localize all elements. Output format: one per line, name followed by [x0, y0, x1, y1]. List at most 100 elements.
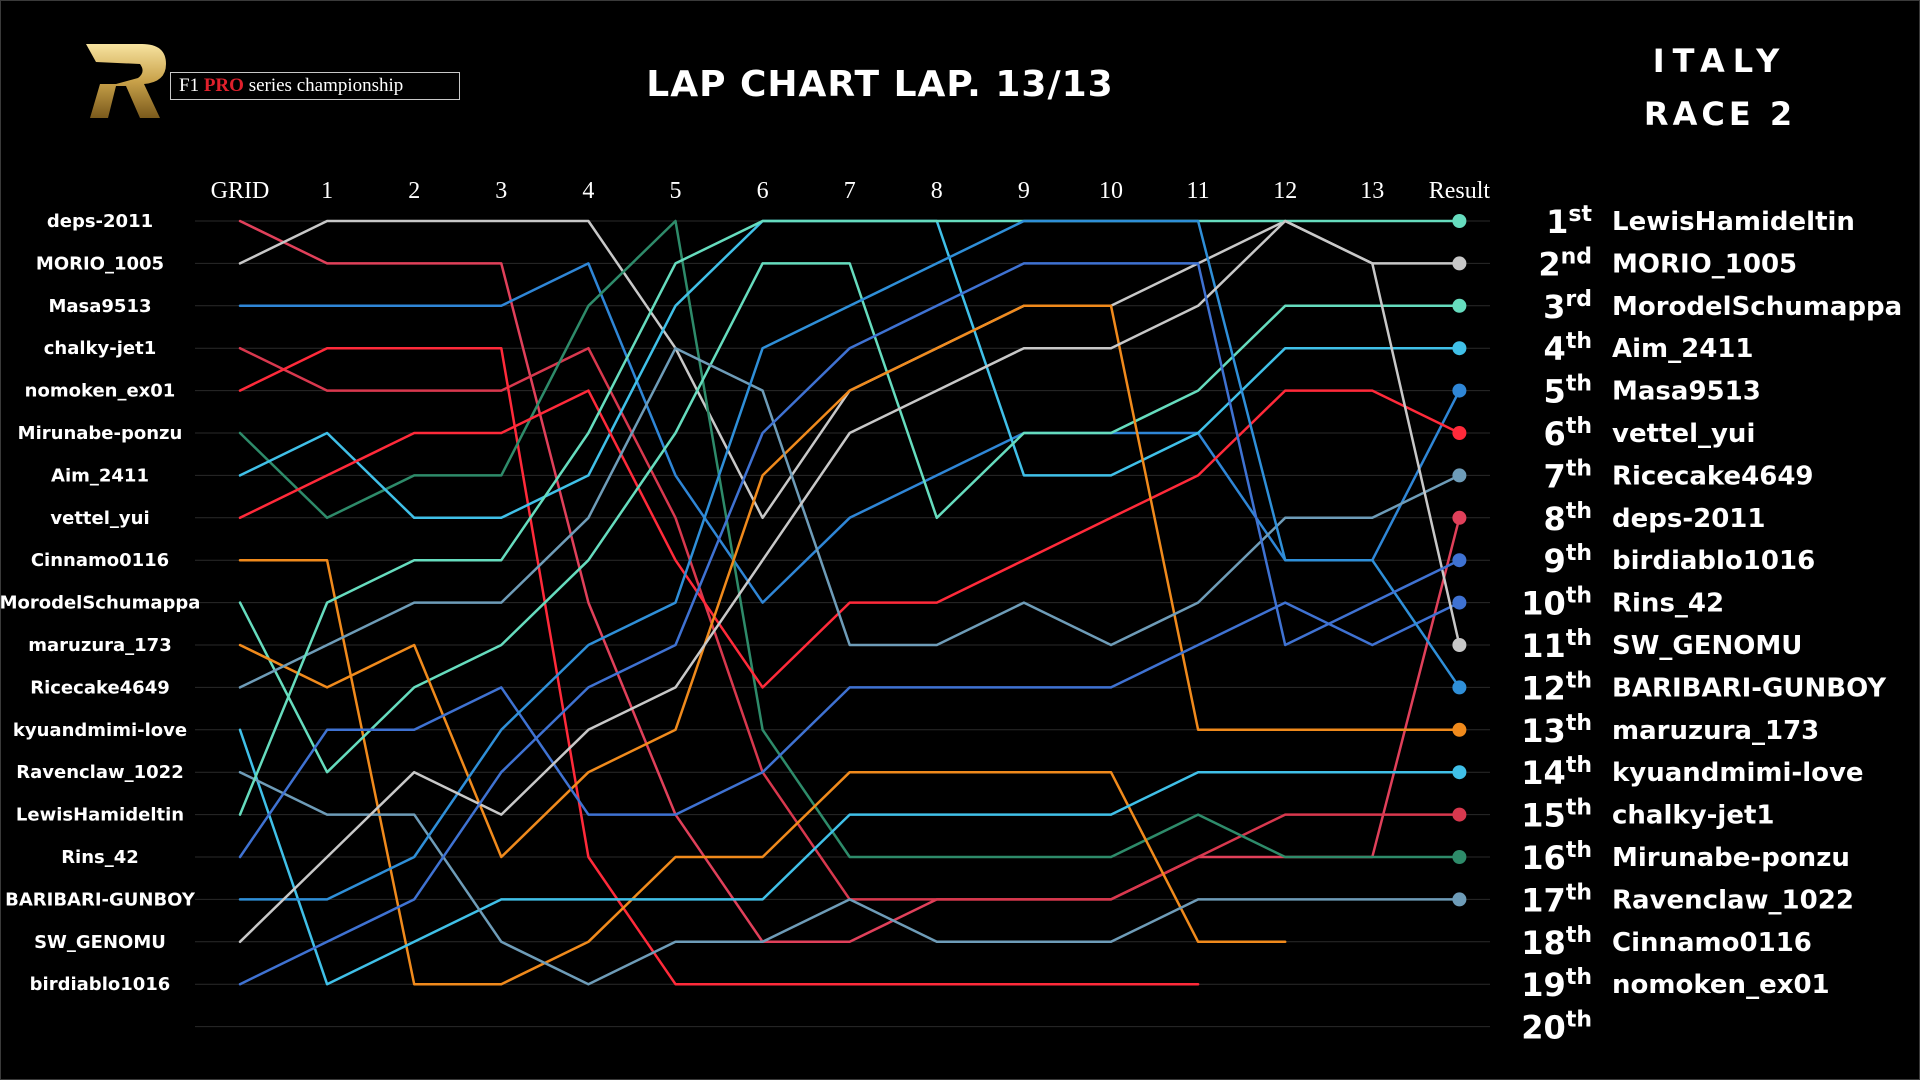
- grid-driver-name: LewisHamideltin: [16, 805, 184, 826]
- result-position-label: 6th: [1544, 414, 1592, 453]
- grid-driver-name: Mirunabe-ponzu: [18, 423, 183, 444]
- result-dot: [1452, 510, 1467, 525]
- grid-driver-name: deps-2011: [47, 211, 153, 232]
- result-dot: [1452, 638, 1467, 652]
- result-dot: [1452, 214, 1467, 228]
- driver-line: [238, 558, 1287, 986]
- grid-driver-names: deps-2011 MORIO_1005 Masa9513 chalky-jet1 no…: [0, 211, 200, 995]
- grid-driver-name: chalky-jet1: [44, 338, 156, 359]
- lap-column-labels: GRID 1 2 3 4 5 6 7 8 9 10 11 12 13 Result: [211, 178, 1491, 204]
- result-dot: [1452, 680, 1467, 695]
- result-position-label: 14th: [1521, 753, 1592, 792]
- lap-label: GRID: [211, 178, 270, 204]
- result-driver-name: maruzura_173: [1612, 716, 1819, 746]
- grid-driver-name: birdiablo1016: [30, 974, 171, 995]
- grid-driver-name: Rins_42: [61, 847, 139, 868]
- result-dot: [1452, 468, 1467, 483]
- result-driver-name: Rins_42: [1612, 589, 1724, 619]
- driver-line: [238, 389, 1461, 689]
- driver-line: [238, 219, 1461, 944]
- event-race: RACE 2: [1643, 95, 1797, 133]
- chart-title: LAP CHART LAP. 13/13: [646, 64, 1114, 105]
- driver-line: [238, 346, 1200, 986]
- result-dot: [1452, 722, 1467, 737]
- result-position-label: 12th: [1521, 668, 1592, 707]
- result-position-label: 8th: [1544, 499, 1592, 538]
- logo-suffix: series championship: [248, 75, 404, 96]
- grid-driver-name: Ricecake4649: [30, 677, 170, 698]
- result-dot: [1452, 383, 1467, 398]
- lap-label: 8: [931, 178, 943, 204]
- result-dot: [1452, 553, 1467, 568]
- result-position-label: 2nd: [1538, 244, 1592, 283]
- driver-line: [238, 262, 1461, 986]
- result-position-label: 3rd: [1543, 287, 1592, 326]
- result-position-label: 13th: [1521, 711, 1592, 750]
- result-driver-name: Cinnamo0116: [1612, 928, 1812, 958]
- lap-label: Result: [1429, 178, 1491, 204]
- driver-line: [238, 728, 1461, 986]
- event-country: ITALY: [1652, 42, 1788, 80]
- result-dot: [1452, 807, 1467, 822]
- driver-line: [238, 219, 1461, 944]
- logo-text: F1 PRO series championship: [179, 75, 403, 97]
- grid-driver-name: vettel_yui: [50, 508, 149, 529]
- result-dot: [1452, 595, 1467, 610]
- grid-driver-name: nomoken_ex01: [25, 381, 176, 402]
- result-position-label: 1st: [1546, 202, 1592, 241]
- lap-label: 1: [321, 178, 333, 204]
- r-logo-icon: [86, 44, 166, 118]
- result-position-label: 20th: [1521, 1008, 1592, 1047]
- result-driver-name: Aim_2411: [1612, 334, 1754, 364]
- lap-label: 10: [1099, 178, 1123, 204]
- championship-logo: F1 PRO series championship: [80, 38, 470, 122]
- result-position-label: 16th: [1521, 838, 1592, 877]
- result-position-label: 17th: [1521, 880, 1592, 919]
- result-driver-name: nomoken_ex01: [1612, 970, 1830, 1000]
- result-position-label: 11th: [1521, 626, 1592, 665]
- lap-label: 11: [1187, 178, 1210, 204]
- grid-driver-name: BARIBARI-GUNBOY: [5, 889, 196, 910]
- grid-driver-name: Masa9513: [48, 296, 151, 317]
- driver-line: [238, 219, 1461, 901]
- result-dot: [1452, 765, 1467, 780]
- result-driver-name: BARIBARI-GUNBOY: [1612, 673, 1887, 703]
- lap-label: 13: [1360, 178, 1384, 204]
- position-lines: [238, 219, 1461, 986]
- driver-line: [238, 346, 1461, 901]
- result-driver-name: Masa9513: [1612, 377, 1761, 407]
- result-markers: [1452, 214, 1467, 907]
- result-driver-name: kyuandmimi-love: [1612, 758, 1864, 788]
- lap-label: 7: [844, 178, 856, 204]
- grid-driver-name: Cinnamo0116: [31, 550, 169, 571]
- result-dot: [1452, 892, 1467, 907]
- result-driver-name: SW_GENOMU: [1612, 631, 1802, 661]
- result-driver-name: vettel_yui: [1612, 419, 1755, 449]
- result-dot: [1452, 298, 1467, 313]
- result-dot: [1452, 850, 1467, 864]
- driver-line: [238, 219, 1461, 816]
- lap-label: 3: [495, 178, 507, 204]
- result-driver-name: LewisHamideltin: [1612, 207, 1855, 237]
- result-driver-name: MORIO_1005: [1612, 249, 1797, 279]
- lap-label: 2: [408, 178, 420, 204]
- driver-line: [238, 304, 1461, 859]
- grid-driver-name: kyuandmimi-love: [13, 720, 187, 741]
- logo-text-box: F1 PRO series championship: [170, 72, 460, 100]
- result-driver-names: LewisHamideltin MORIO_1005 MorodelSchumapp…: [1612, 207, 1902, 1000]
- driver-line: [238, 346, 1461, 689]
- result-position-label: 4th: [1544, 329, 1592, 368]
- grid-driver-name: maruzura_173: [28, 635, 171, 656]
- grid-driver-name: Aim_2411: [51, 465, 149, 486]
- grid-driver-name: SW_GENOMU: [34, 932, 166, 953]
- result-driver-name: chalky-jet1: [1612, 801, 1774, 831]
- result-driver-name: Ravenclaw_1022: [1612, 885, 1854, 915]
- lap-label: 12: [1273, 178, 1297, 204]
- result-driver-name: deps-2011: [1612, 504, 1766, 534]
- result-position-label: 19th: [1521, 965, 1592, 1004]
- result-position-label: 15th: [1521, 796, 1592, 835]
- grid-driver-name: Ravenclaw_1022: [16, 762, 183, 783]
- result-position-label: 9th: [1544, 541, 1592, 580]
